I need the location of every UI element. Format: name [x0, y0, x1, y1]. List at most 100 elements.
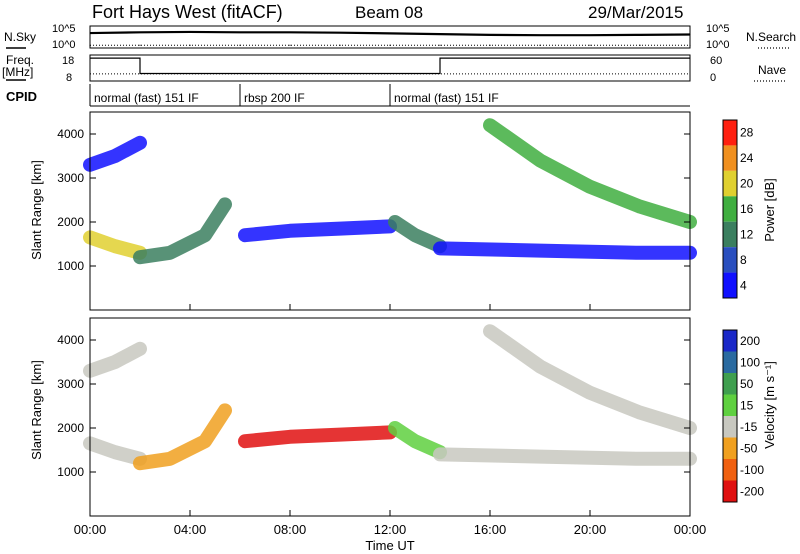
nsky-point [89, 32, 91, 34]
nsearch-point [139, 44, 141, 46]
power-colorbar-swatch [723, 196, 737, 222]
freq-trace [90, 57, 690, 75]
nsky-point [589, 34, 591, 36]
velocity-colorbar-tick: 15 [740, 398, 754, 412]
power-colorbar-label: Power [dB] [762, 178, 777, 242]
nsky-tick-bottom: 10^0 [52, 39, 76, 51]
power-echo-band [433, 241, 697, 260]
nsearch-point [689, 44, 691, 46]
cpid-segment-label: rbsp 200 IF [244, 91, 305, 105]
nsky-point [639, 34, 641, 36]
velocity-echo-band [133, 403, 232, 471]
power-colorbar-tick: 12 [740, 227, 754, 241]
power-colorbar-swatch [723, 170, 737, 197]
velocity-colorbar-tick: 100 [740, 355, 760, 369]
nsearch-point [339, 44, 341, 46]
velocity-echo-band [433, 447, 697, 466]
freq-panel-frame [89, 54, 691, 82]
x-tick-label: 20:00 [574, 522, 607, 537]
power-colorbar-tick: 16 [740, 202, 754, 216]
power-colorbar-frame [722, 119, 738, 299]
power-colorbar: 28 24 20 16 12 8 4 [722, 119, 754, 299]
power-colorbar-tick: 4 [740, 278, 747, 292]
freq-tick-bottom: 8 [66, 72, 72, 84]
power-ytick-label: 4000 [57, 127, 84, 141]
velocity-ytick-label: 3000 [57, 377, 84, 391]
velocity-panel: 1000 2000 3000 4000 [57, 317, 697, 517]
nsearch-point [489, 44, 491, 46]
freq-unit-label: [MHz] [2, 65, 33, 79]
nsky-point [289, 31, 291, 33]
date-label: 29/Mar/2015 [588, 3, 683, 22]
velocity-ytick-label: 1000 [57, 465, 84, 479]
freq-series-line [90, 57, 690, 75]
velocity-colorbar-tick: -200 [740, 484, 764, 498]
nsky-tick-top: 10^5 [52, 23, 76, 35]
nsearch-tick-bottom: 10^0 [706, 39, 730, 51]
x-tick-label: 00:00 [674, 522, 707, 537]
velocity-echo-band [483, 324, 697, 435]
nave-tick-top: 60 [710, 55, 722, 67]
power-echo-band [83, 230, 147, 260]
power-colorbar-swatch [723, 221, 737, 248]
nsky-point [389, 32, 391, 35]
x-tick-labels: 00:00 04:00 08:00 12:00 16:00 20:00 00:00 [74, 522, 707, 537]
power-colorbar-tick: 28 [740, 126, 754, 140]
power-echo-band [388, 215, 447, 254]
nsearch-trace [89, 44, 691, 46]
velocity-colorbar-tick: 50 [740, 377, 754, 391]
power-frame [89, 111, 691, 311]
velocity-colorbar-swatch [723, 330, 737, 352]
power-colorbar-swatch [723, 247, 737, 273]
nsearch-point [589, 44, 591, 46]
freq-label: Freq. [6, 53, 34, 67]
nsearch-point [289, 44, 291, 46]
nsky-trace [89, 30, 691, 37]
nsky-point [339, 32, 341, 34]
x-tick-label: 12:00 [374, 522, 407, 537]
velocity-colorbar-tick: -100 [740, 463, 764, 477]
nsky-point [139, 31, 141, 33]
nsky-point [689, 33, 691, 36]
velocity-frame [89, 317, 691, 517]
power-echo-band [83, 135, 147, 172]
velocity-echo-band [388, 421, 447, 460]
nsky-point [489, 34, 491, 36]
beam-label: Beam 08 [355, 3, 423, 22]
nsky-point [539, 34, 541, 36]
velocity-ylabel: Slant Range [km] [29, 360, 44, 460]
nsky-point [189, 31, 191, 33]
velocity-colorbar-tick: 200 [740, 334, 760, 348]
velocity-ytick-label: 2000 [57, 421, 84, 435]
cpid-label: CPID [6, 89, 37, 104]
velocity-colorbar-swatch [723, 394, 737, 416]
x-axis-label: Time UT [365, 538, 414, 553]
nsky-point [439, 33, 441, 35]
velocity-colorbar: 200 100 50 15 -15 -50 -100 -200 [722, 329, 764, 503]
freq-tick-top: 18 [62, 55, 74, 67]
velocity-colorbar-swatch [723, 373, 737, 395]
power-panel: 1000 2000 3000 4000 [57, 111, 697, 311]
cpid-segment-label: normal (fast) 151 IF [94, 91, 199, 105]
velocity-colorbar-swatch [723, 437, 737, 459]
nsearch-point [189, 44, 191, 46]
x-tick-label: 08:00 [274, 522, 307, 537]
nsearch-tick-top: 10^5 [706, 23, 730, 35]
nsearch-point [539, 44, 541, 46]
velocity-colorbar-tick: -50 [740, 441, 758, 455]
power-ytick-label: 3000 [57, 171, 84, 185]
nsearch-point [239, 44, 241, 46]
nsky-label: N.Sky [4, 30, 36, 44]
velocity-colorbar-label: Velocity [m s⁻¹] [762, 361, 777, 449]
velocity-colorbar-swatch [723, 459, 737, 481]
velocity-colorbar-swatch [723, 351, 737, 373]
x-tick-label: 04:00 [174, 522, 207, 537]
station-title: Fort Hays West (fitACF) [92, 2, 283, 22]
velocity-echo-band [83, 341, 147, 378]
nsearch-label: N.Search [746, 30, 796, 44]
power-colorbar-swatch [723, 145, 737, 171]
power-colorbar-tick: 24 [740, 151, 754, 165]
power-colorbar-swatch [723, 120, 737, 146]
nsearch-point [639, 44, 641, 46]
power-ytick-label: 2000 [57, 215, 84, 229]
